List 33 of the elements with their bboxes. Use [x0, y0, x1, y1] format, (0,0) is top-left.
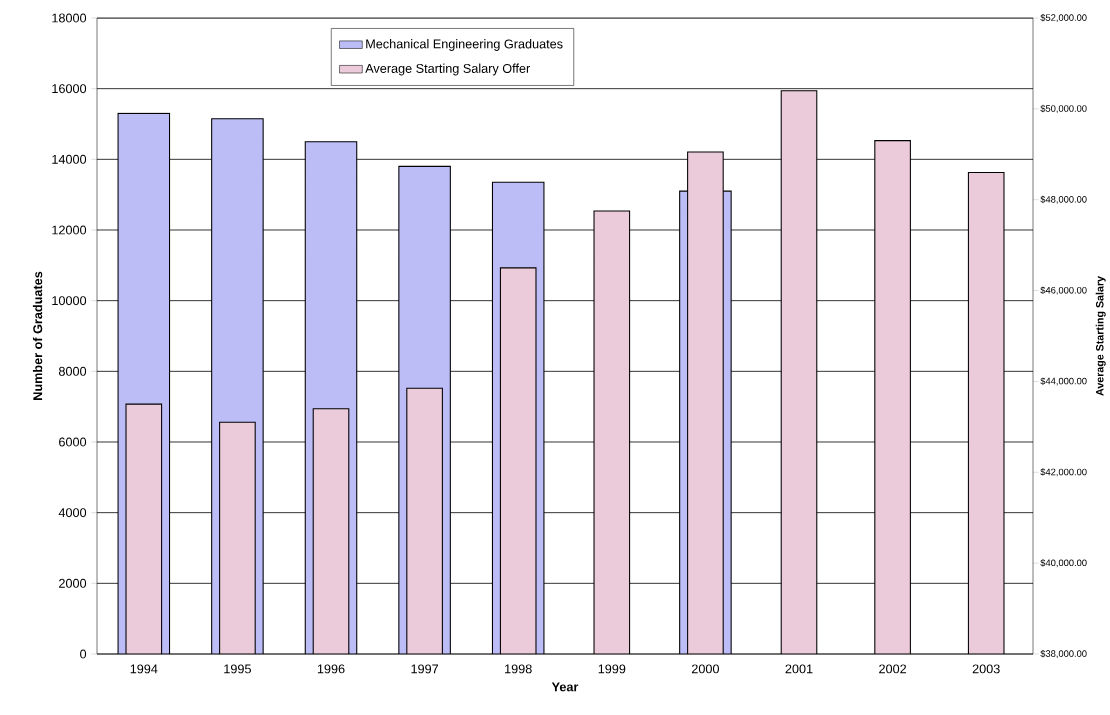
y2-tick-label: $44,000.00 [1040, 377, 1087, 386]
x-tick-label: 2000 [691, 664, 719, 674]
x-tick-label: 1998 [505, 664, 532, 674]
x-tick-label: 1995 [224, 664, 251, 674]
y2-tick-label: $40,000.00 [1040, 559, 1087, 568]
x-tick-label: 1999 [598, 664, 626, 674]
y2-axis-title: Average Starting Salary [1095, 276, 1106, 396]
y-tick-label: 6000 [59, 437, 87, 447]
legend-label: Mechanical Engineering Graduates [366, 39, 563, 51]
y2-tick-label: $48,000.00 [1040, 195, 1087, 204]
x-axis-title: Year [551, 682, 579, 692]
y-tick-label: 18000 [52, 13, 87, 23]
y-tick-label: 4000 [58, 508, 87, 518]
y-tick-label: 16000 [52, 84, 87, 94]
y-tick-label: 8000 [58, 366, 87, 376]
legend-label: Average Starting Salary Offer [365, 63, 531, 76]
x-tick-label: 2003 [972, 664, 1000, 674]
x-tick-label: 1994 [130, 664, 158, 674]
x-tick-label: 1996 [317, 664, 345, 674]
y2-tick-label: $38,000.00 [1040, 649, 1087, 659]
y2-tick-label: $52,000.00 [1040, 13, 1087, 23]
x-tick-label: 2002 [879, 664, 907, 674]
x-tick-label: 1997 [411, 664, 439, 674]
y2-tick-label: $42,000.00 [1040, 468, 1087, 477]
y2-tick-label: $46,000.00 [1040, 286, 1087, 295]
y2-tick-label: $50,000.00 [1040, 104, 1087, 113]
y-tick-label: 2000 [59, 578, 87, 588]
y-tick-label: 12000 [52, 225, 87, 235]
x-tick-label: 2001 [785, 664, 813, 674]
y-tick-label: 0 [80, 649, 87, 659]
y-tick-label: 10000 [52, 296, 87, 306]
y-axis-title: Number of Graduates [32, 271, 43, 400]
y-tick-label: 14000 [52, 154, 87, 164]
